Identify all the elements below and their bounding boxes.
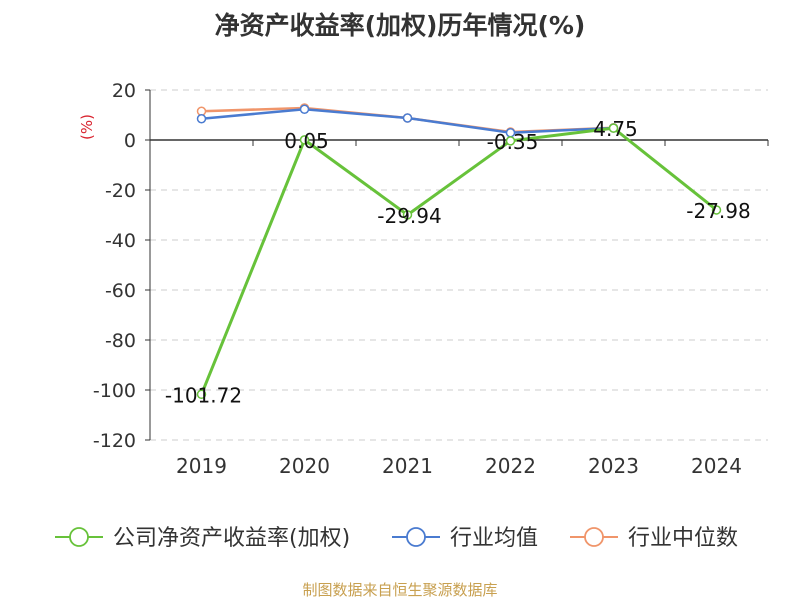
data-labels: -101.72 0.05 -29.94 -0.35 4.75 -27.98 (165, 117, 751, 407)
legend-marker-icon (406, 527, 426, 547)
data-point (505, 136, 516, 146)
x-tick-label: 2020 (279, 454, 330, 478)
y-tick-label: -100 (93, 380, 136, 402)
data-label: 0.05 (284, 129, 329, 153)
legend-item: 行业中位数 (570, 526, 738, 551)
legend: 公司净资产收益率(加权) 行业均值 行业中位数 (55, 526, 738, 551)
x-tick-label: 2024 (691, 454, 742, 478)
data-point (608, 123, 619, 133)
y-tick-label: -60 (105, 280, 136, 302)
data-label: -0.35 (487, 130, 539, 154)
data-label: -27.98 (686, 199, 750, 223)
legend-label: 公司净资产收益率(加权) (113, 526, 350, 551)
y-tick-label: -120 (93, 430, 136, 452)
legend-label: 行业均值 (450, 526, 538, 551)
data-point (402, 210, 413, 220)
series-lines (196, 103, 722, 400)
data-label: -101.72 (165, 383, 242, 407)
legend-item: 行业均值 (392, 526, 538, 551)
axes (145, 89, 769, 441)
x-tick-label: 2019 (176, 454, 227, 478)
legend-label: 行业中位数 (628, 526, 738, 551)
data-point (299, 104, 310, 114)
x-tick-label: 2022 (485, 454, 536, 478)
y-tick-label: -20 (105, 180, 136, 202)
series-line (200, 126, 718, 395)
data-point (299, 135, 310, 145)
legend-marker-icon (584, 527, 604, 547)
y-tick-label: -40 (105, 230, 136, 252)
legend-item: 公司净资产收益率(加权) (55, 526, 350, 551)
chart-title: 净资产收益率(加权)历年情况(%) (214, 11, 586, 40)
x-tick-label: 2021 (382, 454, 433, 478)
y-tick-labels: 20 0 -20 -40 -60 -80 -100 -120 (93, 80, 136, 452)
source-footer: 制图数据来自恒生聚源数据库 (302, 581, 498, 599)
y-tick-label: 20 (112, 80, 136, 102)
y-tick-label: -80 (105, 330, 136, 352)
data-label: 4.75 (593, 117, 638, 141)
y-axis-label: (%) (78, 114, 96, 140)
grid-lines (150, 89, 768, 441)
data-point (196, 389, 207, 400)
x-tick-label: 2023 (588, 454, 639, 478)
data-label: -29.94 (377, 204, 441, 228)
data-point (196, 114, 207, 124)
y-tick-label: 0 (124, 130, 136, 152)
data-point (711, 205, 722, 215)
legend-marker-icon (69, 527, 89, 547)
x-tick-labels: 2019 2020 2021 2022 2023 2024 (176, 454, 742, 478)
data-point (402, 113, 413, 123)
